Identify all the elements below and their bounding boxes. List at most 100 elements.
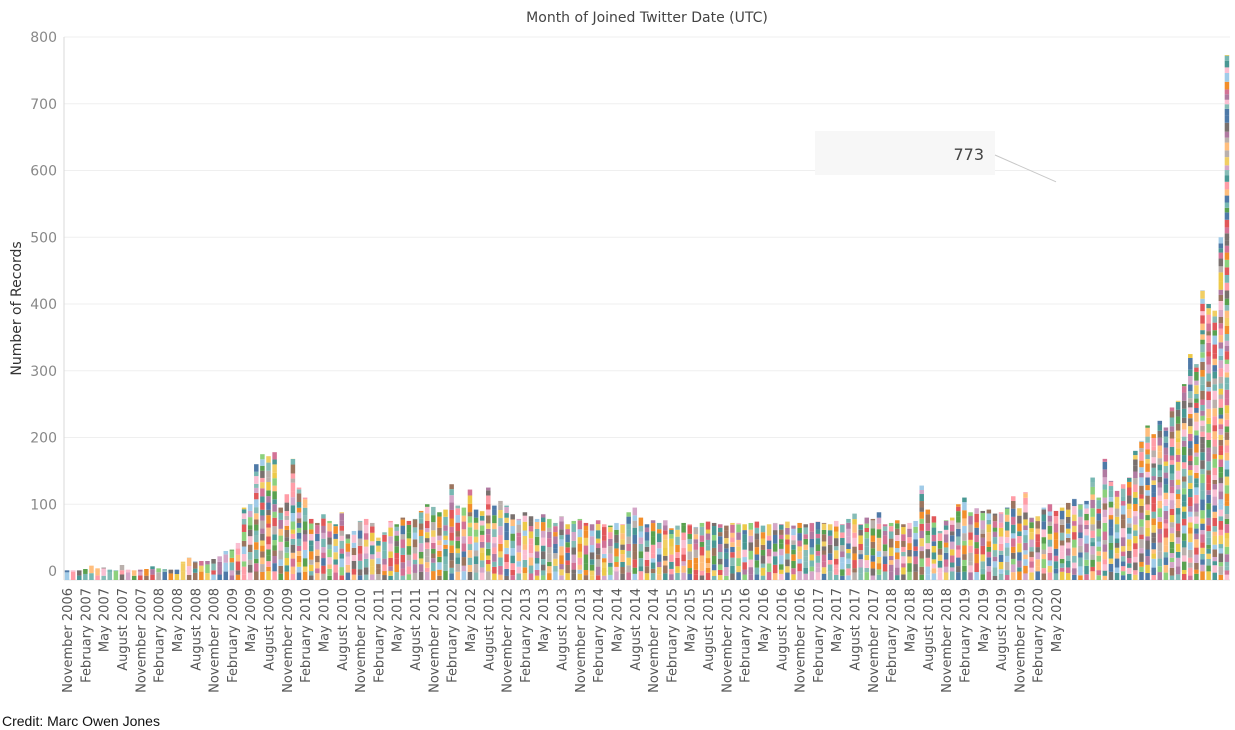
bar-segment <box>1181 408 1187 418</box>
bar-segment <box>357 538 363 546</box>
bar-segment <box>730 557 735 566</box>
x-tick-label: May 2012 <box>464 588 479 652</box>
bar <box>1194 364 1199 580</box>
bar-segment <box>339 548 345 554</box>
bar-segment <box>333 572 338 580</box>
bar-segment <box>290 473 296 479</box>
bar-segment <box>1163 484 1169 493</box>
bar-segment <box>522 512 528 516</box>
bar-segment <box>754 554 760 561</box>
bar-segment <box>1218 499 1224 505</box>
bar-segment <box>583 570 589 576</box>
bar-segment <box>284 502 290 512</box>
bar-segment <box>1212 353 1217 359</box>
bar-segment <box>992 513 998 516</box>
bar-segment <box>370 541 375 546</box>
bar-segment <box>919 551 924 559</box>
bar-segment <box>1188 402 1193 408</box>
bar-segment <box>1175 484 1181 490</box>
bar-segment <box>321 558 326 566</box>
bar-segment <box>852 513 857 520</box>
bar-segment <box>540 537 546 546</box>
bar-segment <box>809 560 815 567</box>
bar-segment <box>797 571 802 580</box>
bar-segment <box>833 520 839 527</box>
bar-segment <box>229 557 235 563</box>
bar-segment <box>1133 459 1138 466</box>
bar-segment <box>968 552 973 562</box>
bar-segment <box>1188 542 1193 550</box>
bar <box>186 557 192 580</box>
bar-segment <box>1206 503 1211 510</box>
bar-segment <box>107 572 113 580</box>
bar-segment <box>577 537 583 544</box>
bar-segment <box>351 560 357 569</box>
bar-segment <box>89 573 94 580</box>
bar-segment <box>846 568 851 576</box>
bar-segment <box>595 554 601 560</box>
bar-segment <box>1139 526 1144 535</box>
bar-segment <box>1084 559 1089 566</box>
bar-segment <box>693 543 699 550</box>
bar-segment <box>1218 459 1224 467</box>
bar-segment <box>1212 425 1217 432</box>
bar-segment <box>705 529 711 534</box>
bar-segment <box>931 545 937 553</box>
bar-segment <box>534 521 540 529</box>
bar-segment <box>1023 542 1028 551</box>
bar-segment <box>1224 94 1230 100</box>
bar-segment <box>266 536 271 545</box>
bar-segment <box>1127 503 1132 510</box>
bar-segment <box>406 538 412 547</box>
bar-segment <box>736 532 741 540</box>
bar-segment <box>1120 500 1126 506</box>
bar-segment <box>1108 542 1114 550</box>
bar-segment <box>229 570 235 576</box>
bar-segment <box>888 531 894 539</box>
bar-segment <box>272 571 277 580</box>
bar-segment <box>1133 450 1138 456</box>
bar-segment <box>1218 434 1224 440</box>
bar-segment <box>663 539 668 548</box>
bar-segment <box>431 515 436 523</box>
bar-segment <box>290 552 296 559</box>
bar <box>1224 55 1230 580</box>
bar-segment <box>626 550 631 558</box>
bar-segment <box>1127 558 1132 564</box>
bar-segment <box>858 567 863 574</box>
bar-segment <box>998 569 1004 574</box>
bar-segment <box>962 518 967 526</box>
bar-segment <box>827 524 833 531</box>
bar-segment <box>980 520 986 530</box>
bar-segment <box>449 502 454 510</box>
bar-segment <box>363 533 369 540</box>
bar-segment <box>705 521 711 530</box>
bar-segment <box>180 571 186 580</box>
bar-segment <box>437 535 442 541</box>
bar-segment <box>370 532 375 542</box>
bar-segment <box>241 540 247 547</box>
bar-segment <box>956 528 961 537</box>
bar <box>1102 458 1108 580</box>
bar-segment <box>1011 533 1016 539</box>
bar <box>510 514 515 580</box>
bar-segment <box>937 554 943 561</box>
bar-segment <box>705 539 711 546</box>
bar-segment <box>547 566 552 574</box>
bar-segment <box>180 563 186 572</box>
bar-segment <box>266 496 271 503</box>
bar-segment <box>998 550 1004 555</box>
bar-segment <box>1145 527 1150 537</box>
bar-segment <box>1163 465 1169 473</box>
bar-segment <box>333 533 338 539</box>
bar-segment <box>1004 570 1010 575</box>
bar-segment <box>394 572 399 580</box>
bar-segment <box>424 532 430 539</box>
bar-segment <box>1163 545 1169 553</box>
bar-segment <box>949 571 955 580</box>
bar <box>956 504 961 580</box>
bar-segment <box>1224 413 1230 420</box>
bar-segment <box>370 566 375 575</box>
bar-segment <box>504 513 509 518</box>
bar <box>992 513 998 580</box>
